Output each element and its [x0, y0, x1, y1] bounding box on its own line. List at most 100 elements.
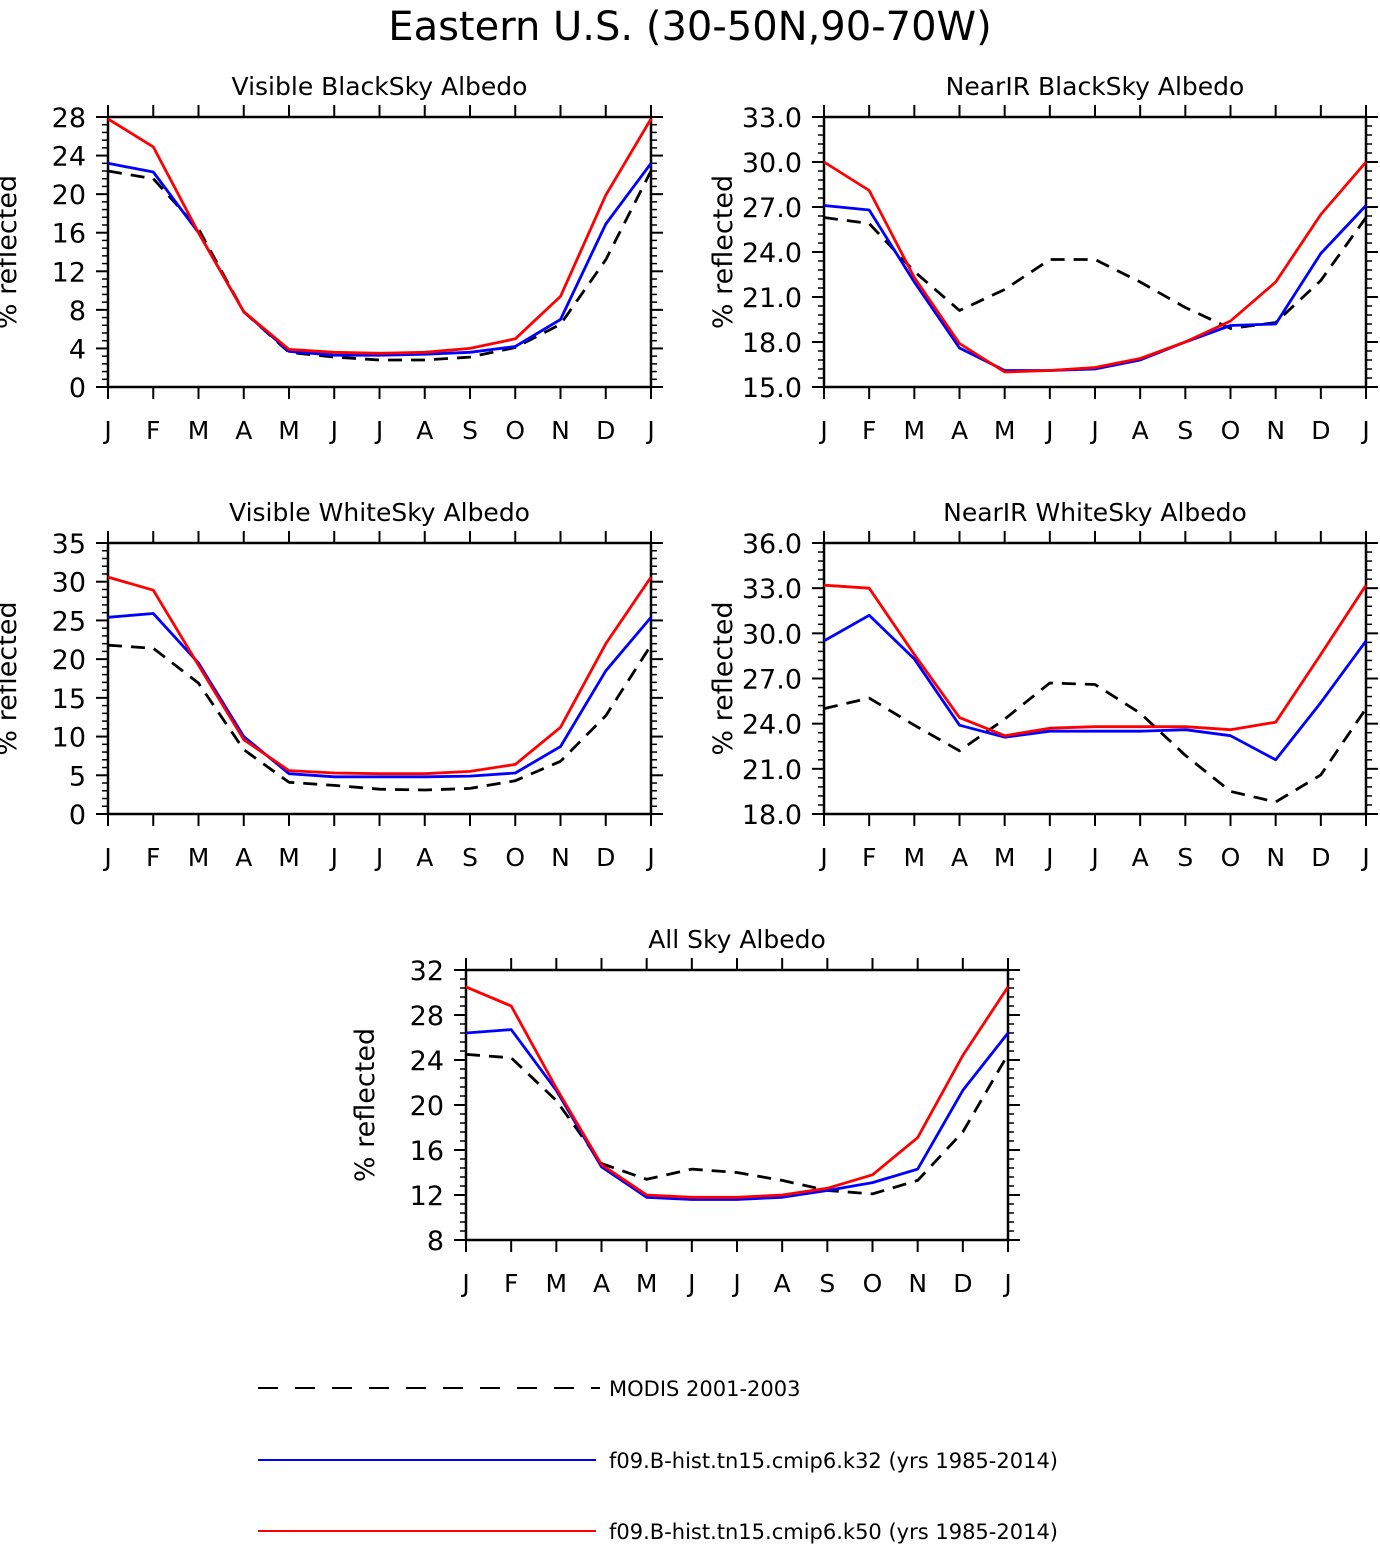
series-line: [107, 169, 653, 362]
x-tick-label: S: [462, 416, 478, 445]
x-tick-label: D: [596, 416, 615, 445]
x-tick-label: J: [818, 843, 827, 872]
x-tick-label: O: [505, 843, 525, 872]
x-tick-label: F: [146, 416, 160, 445]
y-tick-label: 15.0: [742, 373, 802, 404]
y-tick-label: 24: [410, 1046, 444, 1077]
x-tick-label: M: [994, 843, 1016, 872]
x-tick-label: J: [645, 416, 654, 445]
legend-label: f09.B-hist.tn15.cmip6.k32 (yrs 1985-2014…: [609, 1449, 1058, 1473]
x-tick-label: O: [1221, 843, 1241, 872]
y-tick-label: 28: [52, 103, 86, 134]
y-axis-label: % reflected: [0, 601, 23, 755]
y-tick-label: 28: [410, 1001, 444, 1032]
y-tick-label: 8: [427, 1226, 444, 1257]
legend-label: MODIS 2001-2003: [609, 1377, 800, 1401]
chart-title: NearIR BlackSky Albedo: [946, 72, 1245, 101]
legend: MODIS 2001-2003 f09.B-hist.tn15.cmip6.k32…: [258, 1377, 1058, 1544]
x-tick-label: F: [862, 843, 876, 872]
x-tick-label: J: [374, 416, 383, 445]
plot-frame: [822, 115, 1368, 389]
y-tick-label: 16: [52, 219, 86, 250]
y-tick-label: 5: [69, 761, 86, 792]
x-tick-label: M: [994, 416, 1016, 445]
x-tick-label: F: [504, 1269, 518, 1298]
chart-panels: Visible BlackSky Albedo% reflectedJFMAMJ…: [0, 72, 1378, 1298]
x-tick-label: M: [904, 416, 926, 445]
x-tick-label: J: [1044, 416, 1053, 445]
y-tick-label: 30.0: [742, 619, 802, 650]
x-tick-label: A: [1132, 416, 1149, 445]
x-tick-label: J: [1044, 843, 1053, 872]
x-tick-label: J: [460, 1269, 469, 1298]
x-tick-label: D: [953, 1269, 972, 1298]
x-tick-label: S: [1177, 843, 1193, 872]
chart-title: NearIR WhiteSky Albedo: [943, 498, 1247, 527]
x-tick-label: A: [1132, 843, 1149, 872]
y-tick-label: 16: [410, 1136, 444, 1167]
y-tick-label: 24.0: [742, 710, 802, 741]
y-tick-label: 21.0: [742, 755, 802, 786]
x-tick-label: J: [1002, 1269, 1011, 1298]
y-tick-label: 18.0: [742, 800, 802, 831]
y-tick-label: 20: [52, 180, 86, 211]
x-tick-label: A: [951, 416, 968, 445]
y-tick-label: 12: [410, 1181, 444, 1212]
series-line: [823, 160, 1368, 374]
series-line: [107, 643, 653, 792]
y-tick-label: 27.0: [742, 193, 802, 224]
x-tick-label: M: [278, 416, 300, 445]
x-tick-label: M: [188, 843, 210, 872]
x-tick-label: S: [1177, 416, 1193, 445]
y-tick-label: 8: [69, 296, 86, 327]
series-line: [107, 161, 653, 357]
y-tick-label: 30: [52, 568, 86, 599]
x-tick-label: J: [1360, 843, 1369, 872]
x-tick-label: J: [686, 1269, 695, 1298]
y-axis-label: % reflected: [708, 175, 739, 329]
y-tick-label: 35: [52, 529, 86, 560]
x-tick-label: M: [904, 843, 926, 872]
x-tick-label: J: [1089, 416, 1098, 445]
y-tick-label: 0: [69, 373, 86, 404]
x-tick-label: J: [102, 843, 111, 872]
x-tick-label: D: [1311, 843, 1330, 872]
x-tick-label: A: [235, 416, 252, 445]
y-tick-label: 12: [52, 257, 86, 288]
chart-title: Visible BlackSky Albedo: [232, 72, 528, 101]
x-tick-label: A: [593, 1269, 610, 1298]
x-tick-label: J: [102, 416, 111, 445]
y-tick-label: 33.0: [742, 574, 802, 605]
y-tick-label: 24.0: [742, 238, 802, 269]
series-line: [107, 117, 653, 355]
x-tick-label: J: [818, 416, 827, 445]
x-tick-label: M: [188, 416, 210, 445]
x-tick-label: O: [1221, 416, 1241, 445]
chart-panel: Visible WhiteSky Albedo% reflectedJFMAMJ…: [0, 498, 663, 872]
series-line: [465, 1053, 1010, 1196]
chart-title: All Sky Albedo: [648, 925, 826, 954]
x-tick-label: D: [1311, 416, 1330, 445]
series-line: [465, 985, 1010, 1199]
series-line: [465, 1028, 1010, 1201]
legend-label: f09.B-hist.tn15.cmip6.k50 (yrs 1985-2014…: [609, 1520, 1058, 1544]
y-tick-label: 4: [69, 334, 86, 365]
y-tick-label: 10: [52, 723, 86, 754]
y-tick-label: 33.0: [742, 103, 802, 134]
y-tick-label: 30.0: [742, 148, 802, 179]
x-tick-label: M: [278, 843, 300, 872]
y-tick-label: 18.0: [742, 328, 802, 359]
y-tick-label: 20: [410, 1091, 444, 1122]
y-tick-label: 0: [69, 800, 86, 831]
x-tick-label: N: [1266, 843, 1285, 872]
y-axis-label: % reflected: [708, 601, 739, 755]
series-line: [823, 613, 1368, 762]
x-tick-label: J: [329, 416, 338, 445]
series-line: [823, 583, 1368, 738]
y-axis-label: % reflected: [350, 1028, 381, 1182]
x-tick-label: J: [1360, 416, 1369, 445]
